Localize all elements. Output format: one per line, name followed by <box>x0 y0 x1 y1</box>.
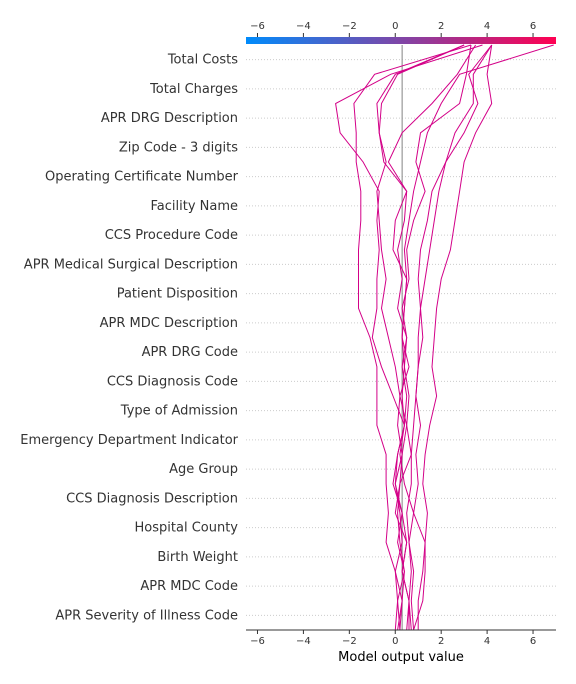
top-x-tick-label: 4 <box>484 21 490 32</box>
colorbar-gradient <box>246 37 556 44</box>
feature-label: Total Charges <box>149 82 238 97</box>
feature-gridlines <box>246 59 556 616</box>
feature-label: APR MDC Code <box>140 579 238 594</box>
feature-label: CCS Procedure Code <box>105 228 238 243</box>
decision-line <box>417 44 493 630</box>
feature-label: APR Severity of Illness Code <box>55 608 238 623</box>
feature-label: Type of Admission <box>120 404 238 419</box>
bottom-x-tick-label: 0 <box>392 636 398 647</box>
decision-line <box>353 44 472 631</box>
top-x-tick-label: 6 <box>530 21 536 32</box>
decision-line <box>413 44 493 631</box>
colorbar <box>246 37 556 44</box>
feature-label: CCS Diagnosis Description <box>66 491 238 506</box>
bottom-x-tick-label: 2 <box>438 636 444 647</box>
feature-label: APR MDC Description <box>100 316 238 331</box>
bottom-x-tick-label: −4 <box>296 636 311 647</box>
feature-label: Birth Weight <box>157 550 238 565</box>
decision-lines <box>335 44 554 631</box>
feature-label: Zip Code - 3 digits <box>119 140 238 155</box>
feature-labels: Total Costs Total Charges APR DRG Descript… <box>20 53 238 624</box>
top-x-tick-label: −2 <box>342 21 357 32</box>
feature-label: APR Medical Surgical Description <box>24 257 238 272</box>
bottom-x-axis: −6 −4 −2 0 2 4 6 <box>246 629 556 647</box>
top-x-tick-label: −4 <box>296 21 311 32</box>
feature-label: Patient Disposition <box>117 287 238 302</box>
feature-label: Facility Name <box>150 199 238 214</box>
decision-line <box>392 44 472 631</box>
decision-line <box>376 44 465 631</box>
bottom-x-tick-label: 6 <box>530 636 536 647</box>
decision-line <box>335 44 483 631</box>
x-axis-title: Model output value <box>338 650 464 665</box>
feature-label: APR DRG Code <box>142 345 238 360</box>
feature-label: APR DRG Description <box>101 111 238 126</box>
feature-label: Emergency Department Indicator <box>20 433 238 448</box>
bottom-x-tick-label: 4 <box>484 636 490 647</box>
decision-line <box>378 44 465 631</box>
bottom-x-tick-label: −6 <box>250 636 265 647</box>
feature-label: CCS Diagnosis Code <box>107 374 238 389</box>
top-x-axis: −6 −4 −2 0 2 4 6 <box>250 21 536 37</box>
feature-label: Hospital County <box>135 521 239 536</box>
top-x-tick-label: −6 <box>250 21 265 32</box>
decision-line <box>387 44 477 631</box>
decision-line <box>406 44 493 630</box>
feature-label: Total Costs <box>167 53 238 68</box>
top-x-tick-label: 0 <box>392 21 398 32</box>
top-x-tick-label: 2 <box>438 21 444 32</box>
feature-label: Operating Certificate Number <box>45 170 239 185</box>
feature-label: Age Group <box>169 462 238 477</box>
bottom-x-tick-label: −2 <box>342 636 357 647</box>
